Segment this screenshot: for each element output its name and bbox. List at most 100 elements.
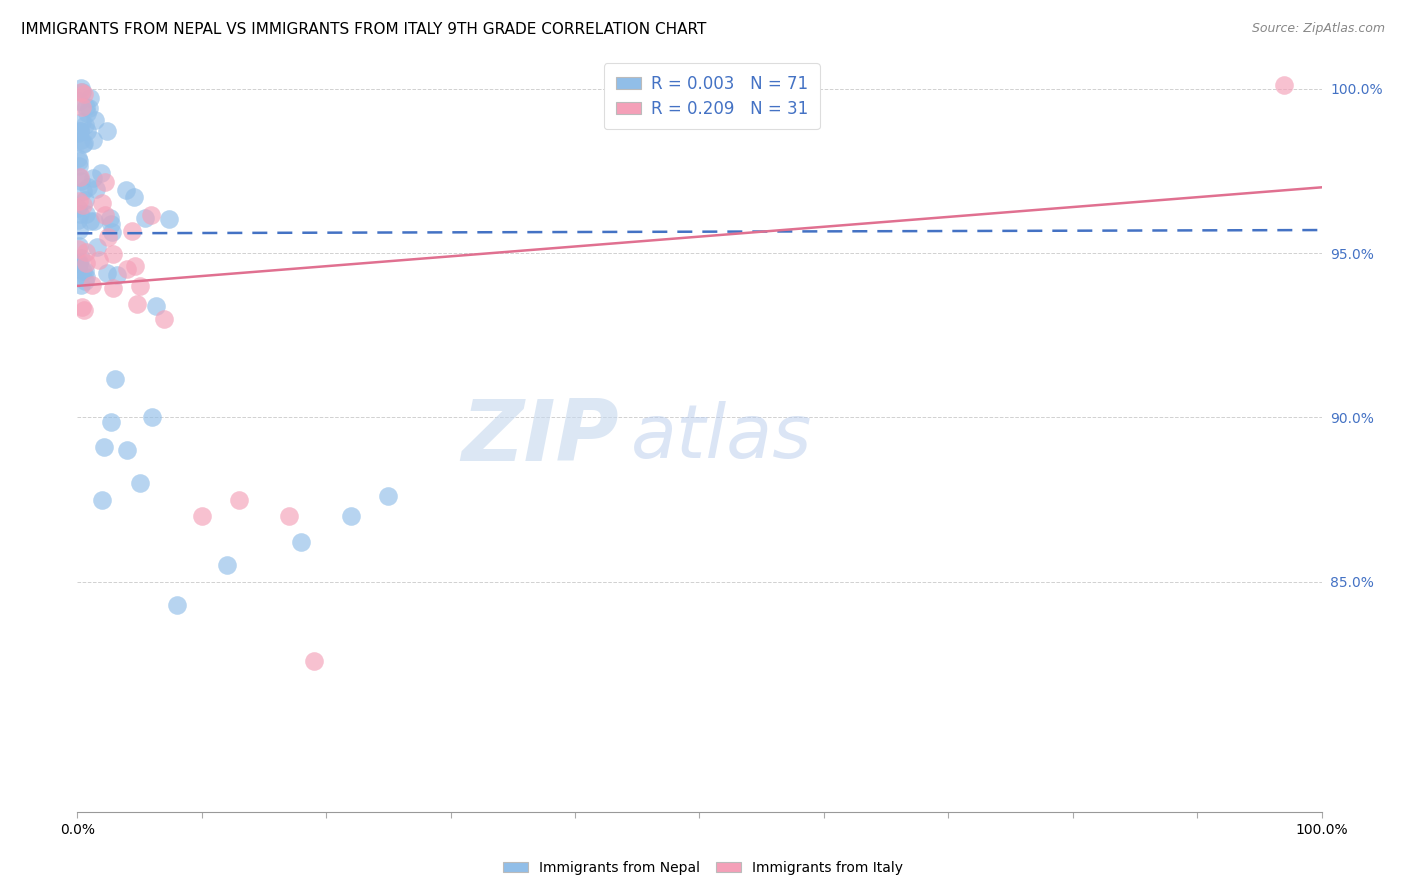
Point xyxy=(75,274,97,288)
Point xyxy=(70,133,93,147)
Point xyxy=(70,251,93,265)
Legend: Immigrants from Nepal, Immigrants from Italy: Immigrants from Nepal, Immigrants from I… xyxy=(496,855,910,880)
Point xyxy=(69,85,91,99)
Point xyxy=(69,207,91,221)
Point xyxy=(121,224,143,238)
Point xyxy=(101,225,124,239)
Point xyxy=(67,222,90,236)
Point xyxy=(66,255,89,269)
Point xyxy=(191,508,214,523)
Point xyxy=(93,440,115,454)
Point xyxy=(73,193,96,207)
Point xyxy=(73,136,96,150)
Point xyxy=(73,264,96,278)
Point xyxy=(69,169,91,184)
Point xyxy=(90,166,112,180)
Point xyxy=(67,94,90,108)
Point xyxy=(82,133,104,147)
Point xyxy=(114,183,136,197)
Point xyxy=(153,311,176,326)
Legend: R = 0.003   N = 71, R = 0.209   N = 31: R = 0.003 N = 71, R = 0.209 N = 31 xyxy=(605,63,820,129)
Point xyxy=(67,170,90,185)
Point xyxy=(86,239,108,253)
Point xyxy=(75,256,97,270)
Point xyxy=(70,85,93,99)
Point xyxy=(83,213,105,227)
Point xyxy=(302,654,325,668)
Text: Source: ZipAtlas.com: Source: ZipAtlas.com xyxy=(1251,22,1385,36)
Point xyxy=(76,106,98,120)
Point xyxy=(82,170,104,185)
Point xyxy=(72,197,94,211)
Text: ZIP: ZIP xyxy=(461,395,619,479)
Point xyxy=(101,281,124,295)
Point xyxy=(76,269,98,284)
Point xyxy=(166,598,188,612)
Point xyxy=(72,137,94,152)
Point xyxy=(67,255,90,269)
Point xyxy=(94,208,117,222)
Point xyxy=(69,124,91,138)
Point xyxy=(104,371,127,385)
Point xyxy=(115,262,138,277)
Point xyxy=(215,558,238,573)
Point xyxy=(67,257,90,271)
Point xyxy=(67,151,90,165)
Point xyxy=(96,266,118,280)
Point xyxy=(72,300,94,314)
Point xyxy=(290,535,312,549)
Text: IMMIGRANTS FROM NEPAL VS IMMIGRANTS FROM ITALY 9TH GRADE CORRELATION CHART: IMMIGRANTS FROM NEPAL VS IMMIGRANTS FROM… xyxy=(21,22,706,37)
Point xyxy=(93,174,115,188)
Point xyxy=(75,207,97,221)
Point xyxy=(105,268,128,282)
Point xyxy=(141,410,163,425)
Point xyxy=(76,124,98,138)
Point xyxy=(128,476,150,491)
Point xyxy=(66,201,89,215)
Point xyxy=(97,229,120,244)
Point xyxy=(145,299,167,313)
Point xyxy=(72,264,94,278)
Point xyxy=(67,194,90,209)
Point xyxy=(377,489,399,503)
Point xyxy=(79,90,101,104)
Point xyxy=(69,277,91,292)
Point xyxy=(75,245,97,260)
Point xyxy=(73,87,96,102)
Point xyxy=(87,253,110,268)
Point xyxy=(228,492,250,507)
Point xyxy=(124,259,146,273)
Point xyxy=(157,211,180,226)
Point xyxy=(340,508,363,523)
Point xyxy=(75,99,97,113)
Point xyxy=(82,277,104,292)
Point xyxy=(79,213,101,227)
Point xyxy=(67,239,90,253)
Point xyxy=(98,211,121,225)
Point xyxy=(100,217,122,231)
Point xyxy=(73,303,96,318)
Point xyxy=(90,195,112,210)
Point xyxy=(72,184,94,198)
Point xyxy=(84,112,107,127)
Point xyxy=(66,242,89,256)
Point xyxy=(69,81,91,95)
Point xyxy=(70,100,93,114)
Point xyxy=(70,174,93,188)
Point xyxy=(67,153,90,168)
Point xyxy=(77,101,100,115)
Point xyxy=(127,297,149,311)
Point xyxy=(91,492,114,507)
Point xyxy=(134,211,156,225)
Point xyxy=(122,190,145,204)
Point xyxy=(128,279,150,293)
Point xyxy=(100,415,122,429)
Point xyxy=(101,246,124,260)
Point xyxy=(139,208,162,222)
Text: atlas: atlas xyxy=(631,401,813,473)
Point xyxy=(73,118,96,132)
Point xyxy=(66,127,89,141)
Point xyxy=(86,181,108,195)
Point xyxy=(66,212,89,227)
Point xyxy=(70,115,93,129)
